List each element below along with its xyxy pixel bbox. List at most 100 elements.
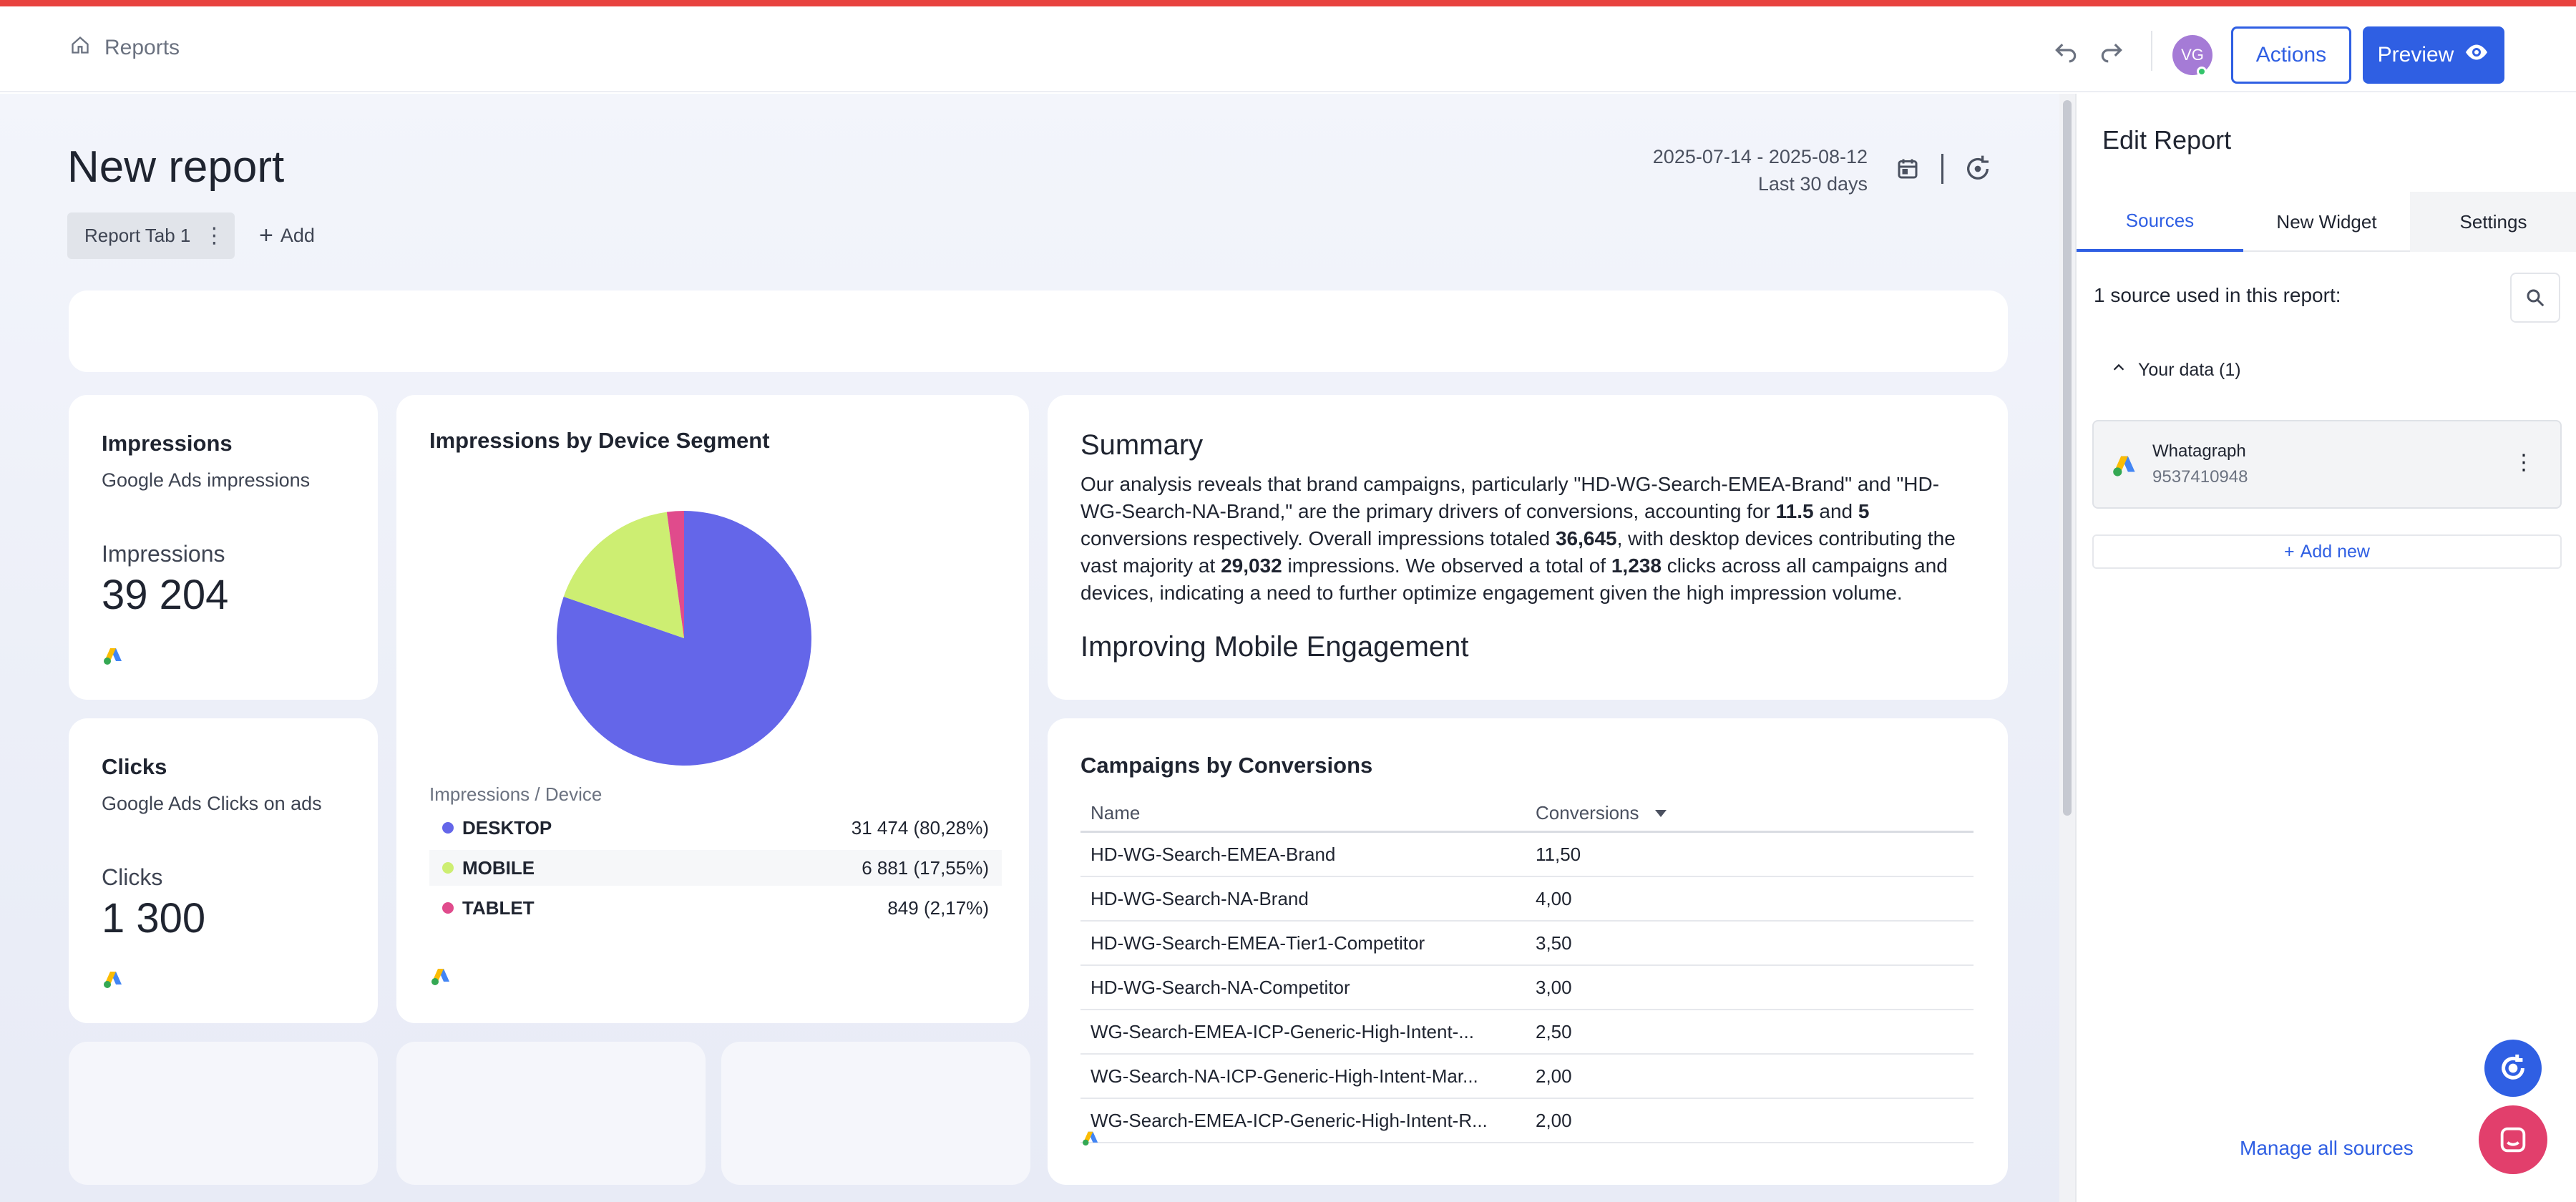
google-ads-icon	[431, 969, 449, 985]
refresh-icon[interactable]	[1963, 155, 1992, 183]
your-data-toggle[interactable]: Your data (1)	[2111, 360, 2241, 381]
column-header-conversions[interactable]: Conversions	[1534, 802, 1974, 824]
add-new-source-button[interactable]: + Add new	[2092, 534, 2562, 569]
calendar-icon[interactable]	[1895, 156, 1921, 182]
table-row[interactable]: WG-Search-EMEA-ICP-Generic-High-Intent-.…	[1080, 1010, 1974, 1055]
pie-slice-mobile[interactable]	[563, 512, 684, 638]
google-ads-icon	[1083, 1131, 1098, 1146]
metric-label: Clicks	[102, 864, 163, 890]
add-tab-label: Add	[280, 225, 315, 246]
refresh-chat-icon	[2502, 1054, 2524, 1080]
cell-name: HD-WG-Search-NA-Competitor	[1091, 976, 1350, 998]
legend-value: 849 (2,17%)	[887, 896, 989, 919]
undo-icon[interactable]	[2051, 35, 2081, 65]
cell-conversions: 2,00	[1536, 1109, 1572, 1131]
table-row[interactable]: WG-Search-NA-ICP-Generic-High-Intent-Mar…	[1080, 1055, 1974, 1099]
chart-title: Impressions by Device Segment	[429, 428, 770, 453]
tab-menu-icon[interactable]: ⋮	[203, 224, 225, 248]
add-new-label: Add new	[2300, 541, 2370, 562]
breadcrumb[interactable]: Reports	[70, 35, 180, 61]
add-tab-button[interactable]: + Add	[259, 222, 315, 250]
tab-sources[interactable]: Sources	[2077, 192, 2243, 252]
report-tab-1[interactable]: Report Tab 1 ⋮	[67, 212, 235, 259]
device-pie-widget[interactable]: Impressions by Device Segment Impression…	[396, 395, 1029, 1023]
sort-desc-icon[interactable]	[1654, 809, 1667, 817]
table-row[interactable]: HD-WG-Search-EMEA-Brand 11,50	[1080, 833, 1974, 877]
widget-title: Impressions	[102, 431, 233, 456]
legend-row-mobile[interactable]: MOBILE 6 881 (17,55%)	[429, 850, 1002, 886]
source-menu-icon[interactable]: ⋮	[2513, 451, 2534, 474]
google-ads-icon	[104, 648, 122, 665]
table-row[interactable]: HD-WG-Search-NA-Brand 4,00	[1080, 877, 1974, 922]
chat-icon	[2500, 1127, 2526, 1153]
clicks-widget[interactable]: Clicks Google Ads Clicks on ads Clicks 1…	[69, 718, 378, 1023]
cell-conversions: 4,00	[1536, 887, 1572, 909]
avatar-initials: VG	[2181, 46, 2204, 64]
cell-name: HD-WG-Search-NA-Brand	[1091, 887, 1309, 909]
table-title: Campaigns by Conversions	[1080, 753, 1373, 778]
summary-text: Our analysis reveals that brand campaign…	[1080, 473, 1956, 604]
date-range-value: 2025-07-14 - 2025-08-12	[1652, 146, 1868, 167]
search-button[interactable]	[2510, 273, 2560, 323]
google-ads-icon	[2113, 456, 2135, 477]
chevron-up-icon	[2111, 360, 2127, 381]
legend-name: TABLET	[462, 896, 535, 919]
table-header: Name Conversions	[1080, 796, 1974, 833]
campaigns-table: Name Conversions HD-WG-Search-EMEA-Brand…	[1080, 796, 1974, 1143]
widget-subtitle: Google Ads Clicks on ads	[102, 793, 322, 814]
eye-icon	[2464, 39, 2489, 71]
canvas-scrollbar-thumb[interactable]	[2063, 100, 2072, 816]
panel-title: Edit Report	[2102, 125, 2232, 155]
cell-conversions: 3,50	[1536, 932, 1572, 954]
metric-value: 1 300	[102, 895, 206, 942]
placeholder-widget[interactable]	[396, 1042, 706, 1185]
avatar[interactable]: VG	[2172, 35, 2212, 77]
summary-widget[interactable]: Summary Our analysis reveals that brand …	[1048, 395, 2008, 700]
your-data-label: Your data (1)	[2138, 360, 2241, 380]
legend-value: 31 474 (80,28%)	[851, 816, 989, 839]
top-accent-strip	[0, 0, 2576, 6]
legend-row-tablet[interactable]: TABLET 849 (2,17%)	[429, 890, 1002, 926]
chat-fab[interactable]	[2479, 1105, 2547, 1174]
placeholder-widget[interactable]	[721, 1042, 1030, 1185]
pie-chart[interactable]	[555, 509, 813, 767]
plus-icon: +	[259, 222, 273, 249]
empty-header-widget[interactable]	[69, 290, 2008, 372]
campaigns-table-widget[interactable]: Campaigns by Conversions Name Conversion…	[1048, 718, 2008, 1185]
date-range[interactable]: 2025-07-14 - 2025-08-12 Last 30 days	[1653, 143, 1868, 197]
report-title[interactable]: New report	[67, 142, 285, 192]
metric-label: Impressions	[102, 541, 225, 567]
placeholder-widget[interactable]	[69, 1042, 378, 1185]
help-fab[interactable]	[2484, 1040, 2542, 1097]
cell-conversions: 2,50	[1536, 1020, 1572, 1042]
edit-report-panel: Edit Report Sources New Widget Settings …	[2075, 94, 2576, 1202]
date-divider	[1941, 154, 1943, 184]
redo-icon[interactable]	[2097, 35, 2127, 65]
widget-subtitle: Google Ads impressions	[102, 469, 311, 491]
cell-conversions: 2,00	[1536, 1065, 1572, 1087]
tab-new-widget[interactable]: New Widget	[2276, 210, 2377, 233]
preview-button[interactable]: Preview	[2363, 26, 2504, 84]
preview-label: Preview	[2377, 43, 2454, 67]
pie-slice-tablet[interactable]	[666, 511, 684, 638]
table-row[interactable]: HD-WG-Search-NA-Competitor 3,00	[1080, 966, 1974, 1010]
widget-title: Clicks	[102, 754, 167, 779]
legend-name: MOBILE	[462, 856, 535, 879]
legend-row-desktop[interactable]: DESKTOP 31 474 (80,28%)	[429, 810, 1002, 846]
search-icon	[2527, 289, 2545, 307]
sources-used-label: 1 source used in this report:	[2094, 284, 2341, 306]
source-card[interactable]: Whatagraph 9537410948 ⋮	[2092, 420, 2562, 509]
column-header-label: Conversions	[1536, 802, 1639, 824]
breadcrumb-reports[interactable]: Reports	[104, 36, 180, 59]
impressions-widget[interactable]: Impressions Google Ads impressions Impre…	[69, 395, 378, 700]
tab-settings[interactable]: Settings	[2410, 192, 2576, 252]
legend-value: 6 881 (17,55%)	[862, 856, 989, 879]
toolbar-divider	[2151, 31, 2152, 71]
legend-name: DESKTOP	[462, 816, 552, 839]
column-header-name[interactable]: Name	[1091, 802, 1141, 824]
online-status-dot	[2197, 67, 2207, 77]
table-row[interactable]: HD-WG-Search-EMEA-Tier1-Competitor 3,50	[1080, 922, 1974, 966]
actions-button[interactable]: Actions	[2231, 26, 2351, 84]
manage-sources-link[interactable]: Manage all sources	[2240, 1137, 2414, 1159]
table-row[interactable]: WG-Search-EMEA-ICP-Generic-High-Intent-R…	[1080, 1099, 1974, 1143]
